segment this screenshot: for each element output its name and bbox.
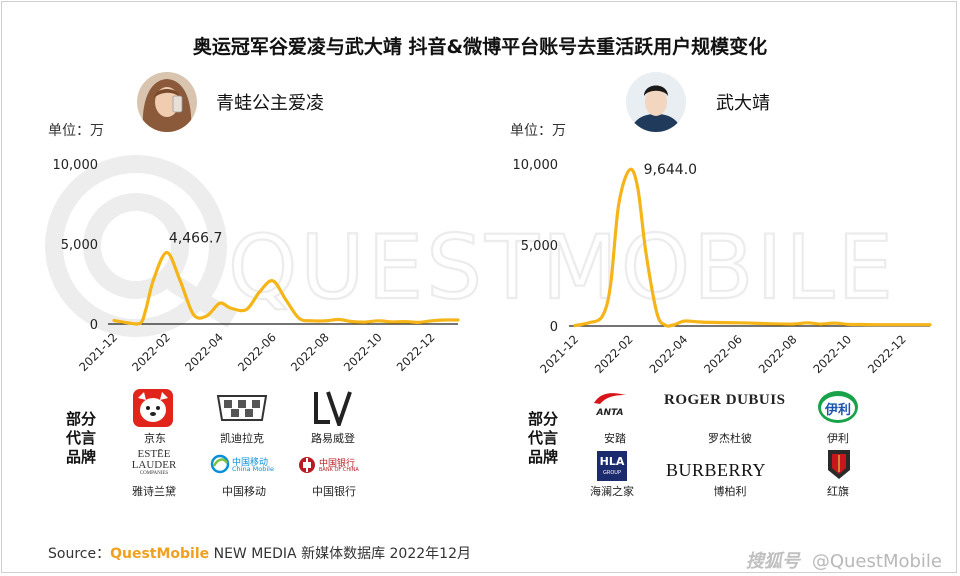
avatar-left [137, 72, 197, 132]
hla-logo-text: HLA [599, 455, 625, 468]
hla-logo-sub: GROUP [603, 470, 621, 476]
chart-right: 0 5,000 10,000 2021-12 2022-02 2022-04 2022-06… [513, 158, 932, 376]
brand-name-roger-dubuis: 罗杰杜彼 [708, 432, 752, 445]
brands-heading-line: 品牌 [528, 448, 559, 466]
estee-logo-line: LAUDER [131, 459, 177, 471]
y-tick-label: 10,000 [53, 158, 99, 173]
anta-logo: ANTA [592, 390, 628, 418]
unit-label-right: 单位：万 [510, 123, 566, 139]
y-tick-label: 10,000 [513, 158, 559, 173]
avatar-right [626, 72, 686, 132]
hla-logo: HLA GROUP [597, 451, 627, 481]
anta-logo-text: ANTA [596, 408, 624, 418]
boc-logo-en: BANK OF CHINA [319, 467, 359, 473]
brand-name-hongqi: 红旗 [827, 485, 849, 498]
x-tick-label: 2022-10 [810, 332, 854, 376]
source-prefix: Source： [48, 546, 111, 562]
peak-data-label: 4,466.7 [169, 231, 222, 247]
burberry-logo: BURBERRY [666, 460, 767, 480]
china-mobile-logo-cn: 中国移动 [232, 458, 269, 468]
y-tick-label: 5,000 [61, 238, 98, 253]
cadillac-crest-logo [216, 394, 268, 426]
footer-platform: 搜狐号 [745, 551, 800, 572]
x-tick-label: 2022-02 [592, 332, 636, 376]
yili-logo-text: 伊利 [824, 403, 851, 418]
source-brand: QuestMobile [110, 546, 210, 562]
x-tick-label: 2022-08 [756, 332, 800, 376]
source-rest: NEW MEDIA 新媒体数据库 2022年12月 [209, 546, 471, 562]
hongqi-logo [826, 448, 852, 484]
china-mobile-logo-en: China Mobile [232, 465, 274, 473]
brand-name-yili: 伊利 [827, 432, 849, 445]
page-title: 奥运冠军谷爱凌与武大靖 抖音&微博平台账号去重活跃用户规模变化 [192, 36, 768, 58]
brand-name-cadillac: 凯迪拉克 [220, 432, 264, 445]
brand-name-jd: 京东 [144, 432, 166, 445]
brand-name-anta: 安踏 [604, 432, 626, 445]
brands-heading-right: 部分 代言 品牌 [528, 410, 568, 467]
source-line: Source：QuestMobile NEW MEDIA 新媒体数据库 2022… [48, 543, 471, 563]
louis-vuitton-lv-logo [312, 390, 354, 431]
brands-heading-line: 代言 [528, 429, 559, 447]
brand-name-estee: 雅诗兰黛 [132, 485, 176, 498]
x-tick-label: 2022-06 [701, 332, 745, 376]
boc-logo-cn: 中国银行 [319, 458, 356, 468]
roger-dubuis-logo: ROGER DUBUIS [664, 392, 786, 408]
y-tick-label: 0 [550, 320, 558, 335]
footer-account: @QuestMobile [811, 551, 942, 572]
brand-name-hla: 海澜之家 [590, 485, 634, 498]
brand-name-lv: 路易威登 [311, 432, 355, 445]
peak-data-label: 9,644.0 [644, 162, 697, 178]
jd-dog-logo [132, 388, 174, 432]
footer-watermark: 搜狐号 @QuestMobile [745, 547, 942, 572]
x-tick-label: 2021-12 [537, 332, 581, 376]
estee-logo-line: COMPANIES [139, 471, 169, 476]
brands-heading-left: 部分 代言 品牌 [66, 410, 106, 467]
brands-heading-line: 部分 [66, 410, 97, 428]
estee-lauder-logo: ESTĒE LAUDER COMPANIES [130, 449, 178, 477]
brands-heading-line: 品牌 [66, 448, 97, 466]
y-tick-label: 5,000 [521, 239, 558, 254]
unit-label-left: 单位：万 [48, 123, 104, 139]
y-tick-label: 0 [90, 318, 98, 333]
celebrity-name-right: 武大靖 [716, 93, 770, 114]
series-line [112, 250, 460, 326]
brands-heading-line: 代言 [66, 429, 97, 447]
brands-heading-line: 部分 [528, 410, 559, 428]
series-line [573, 167, 932, 328]
estee-logo-line: ESTĒE [137, 448, 171, 460]
x-tick-label: 2022-04 [646, 332, 690, 376]
x-tick-label: 2022-12 [865, 332, 909, 376]
brand-name-china-mobile: 中国移动 [222, 485, 266, 498]
brand-name-boc: 中国银行 [312, 485, 356, 498]
celebrity-name-left: 青蛙公主爱凌 [216, 93, 324, 114]
brand-name-burberry: 博柏利 [713, 485, 747, 498]
yili-logo: 伊利 [817, 389, 859, 425]
